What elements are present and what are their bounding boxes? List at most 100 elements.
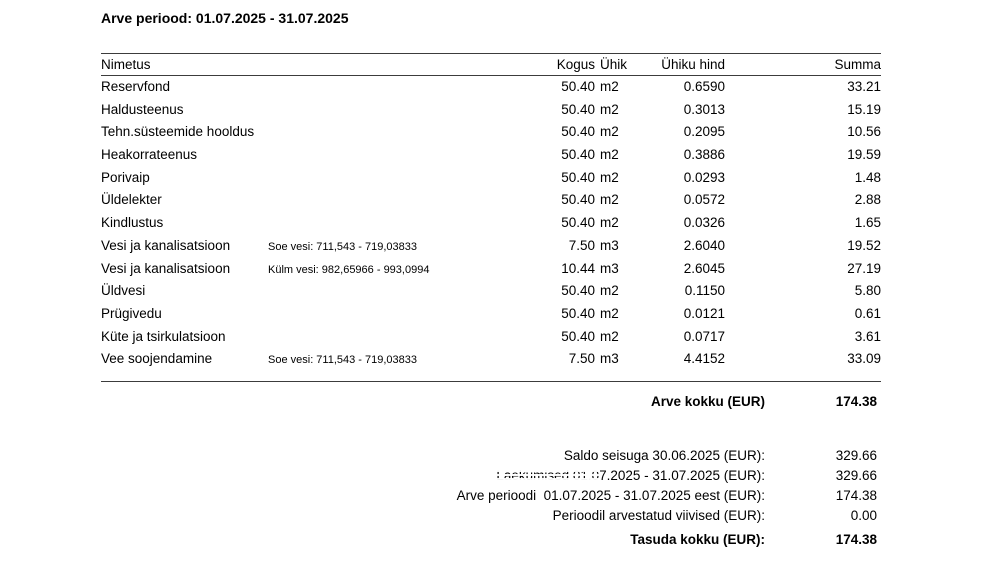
row-name: Vesi ja kanalisatsioon	[101, 260, 231, 276]
row-unit-price: 0.6590	[683, 79, 725, 94]
summary-total-value: 174.38	[835, 531, 877, 547]
row-sum: 15.19	[847, 101, 881, 117]
row-unit-price: 0.3013	[683, 101, 725, 117]
summary-total-row: Tasuda kokku (EUR): 174.38	[101, 529, 881, 550]
summary-row-saldo: Saldo seisuga 30.06.2025 (EUR): 329.66	[101, 446, 881, 466]
row-note: Külm vesi: 982,65966 - 993,0994	[268, 263, 430, 276]
summary-label-glitched-part: Laekumised 01.0	[494, 466, 600, 486]
row-qty: 50.40	[561, 124, 595, 140]
row-sum: 1.48	[854, 169, 881, 185]
row-sum: 33.21	[847, 79, 881, 94]
invoice-total-row: Arve kokku (EUR) 174.38	[101, 394, 881, 410]
summary-row-viivised: Perioodil arvestatud viivised (EUR): 0.0…	[101, 506, 881, 526]
row-qty: 50.40	[561, 215, 595, 231]
row-qty: 50.40	[561, 147, 595, 163]
row-unit-price: 0.0326	[683, 215, 725, 231]
row-name: Haldusteenus	[101, 101, 184, 117]
row-note: Soe vesi: 711,543 - 719,03833	[268, 240, 418, 253]
table-row: Üldelekter 50.40 m2 0.0572 2.88	[101, 189, 881, 212]
column-header-uhik: Ühik	[600, 57, 628, 72]
row-qty: 7.50	[568, 351, 595, 367]
row-unit-price: 0.0572	[683, 192, 725, 208]
table-row: Heakorrateenus 50.40 m2 0.3886 19.59	[101, 144, 881, 167]
row-name: Üldvesi	[101, 283, 146, 299]
invoice-table: Nimetus Kogus Ühik Ühiku hind Summa Rese…	[101, 53, 881, 410]
table-row: Vesi ja kanalisatsioon Soe vesi: 711,543…	[101, 235, 881, 258]
summary-label-rest: 7.2025 - 31.07.2025 (EUR):	[599, 467, 765, 483]
row-name: Vee soojendamine	[101, 351, 213, 367]
row-name: Prügivedu	[101, 305, 162, 321]
row-name: Kindlustus	[101, 215, 164, 231]
row-name: Heakorrateenus	[101, 147, 198, 163]
row-qty: 7.50	[568, 237, 595, 253]
column-header-summa: Summa	[834, 57, 881, 72]
row-qty: 50.40	[561, 192, 595, 208]
row-unit-price: 4.4152	[683, 351, 725, 367]
summary-label: Saldo seisuga 30.06.2025 (EUR):	[563, 447, 765, 463]
summary-value: 0.00	[850, 507, 877, 523]
row-unit: m3	[600, 351, 619, 367]
row-sum: 19.52	[847, 237, 881, 253]
row-unit-price: 0.0121	[683, 305, 725, 321]
column-header-kogus: Kogus	[556, 57, 595, 72]
row-qty: 50.40	[561, 305, 595, 321]
table-row: Kindlustus 50.40 m2 0.0326 1.65	[101, 212, 881, 235]
row-unit-price: 0.0293	[683, 169, 725, 185]
row-unit: m3	[600, 237, 619, 253]
row-unit: m2	[600, 79, 619, 94]
table-bottom-rule	[101, 380, 881, 382]
row-qty: 50.40	[561, 101, 595, 117]
row-unit: m2	[600, 305, 619, 321]
table-header-row: Nimetus Kogus Ühik Ühiku hind Summa	[101, 53, 881, 76]
summary-row-arve-perioodi: Arve perioodi 01.07.2025 - 31.07.2025 ee…	[101, 486, 881, 506]
row-unit: m2	[600, 124, 619, 140]
summary-value: 329.66	[835, 447, 877, 463]
row-unit: m3	[600, 260, 619, 276]
column-header-nimetus: Nimetus	[101, 57, 151, 72]
row-sum: 2.88	[854, 192, 881, 208]
row-name: Küte ja tsirkulatsioon	[101, 328, 226, 344]
table-row: Vee soojendamine Soe vesi: 711,543 - 719…	[101, 348, 881, 371]
row-sum: 1.65	[854, 215, 881, 231]
row-sum: 27.19	[847, 260, 881, 276]
invoice-period-title: Arve periood: 01.07.2025 - 31.07.2025	[101, 10, 349, 26]
row-qty: 50.40	[561, 283, 595, 299]
row-name: Porivaip	[101, 169, 150, 185]
table-row: Küte ja tsirkulatsioon 50.40 m2 0.0717 3…	[101, 326, 881, 349]
column-header-uhiku-hind: Ühiku hind	[661, 57, 725, 72]
row-sum: 33.09	[847, 351, 881, 367]
summary-value: 329.66	[835, 467, 877, 483]
table-row: Vesi ja kanalisatsioon Külm vesi: 982,65…	[101, 258, 881, 281]
row-unit-price: 0.3886	[683, 147, 725, 163]
row-name: Reservfond	[101, 79, 171, 94]
row-unit: m2	[600, 283, 619, 299]
row-unit-price: 2.6045	[683, 260, 725, 276]
row-name: Üldelekter	[101, 192, 162, 208]
table-row: Üldvesi 50.40 m2 0.1150 5.80	[101, 280, 881, 303]
row-qty: 50.40	[561, 328, 595, 344]
row-name: Vesi ja kanalisatsioon	[101, 237, 231, 253]
summary-row-laekumised: Laekumised 01.0 7.2025 - 31.07.2025 (EUR)…	[101, 466, 881, 486]
payment-summary: Saldo seisuga 30.06.2025 (EUR): 329.66 L…	[101, 446, 881, 550]
row-sum: 3.61	[854, 328, 881, 344]
invoice-total-label: Arve kokku (EUR)	[650, 393, 765, 409]
row-note: Soe vesi: 711,543 - 719,03833	[268, 354, 418, 367]
row-unit: m2	[600, 328, 619, 344]
summary-label: Perioodil arvestatud viivised (EUR):	[552, 507, 765, 523]
summary-label: Arve perioodi 01.07.2025 - 31.07.2025 ee…	[456, 487, 765, 503]
table-row: Tehn.süsteemide hooldus 50.40 m2 0.2095 …	[101, 121, 881, 144]
row-unit: m2	[600, 147, 619, 163]
invoice-total-value: 174.38	[835, 393, 877, 409]
row-name: Tehn.süsteemide hooldus	[101, 124, 255, 140]
row-unit: m2	[600, 215, 619, 231]
table-row: Reservfond 50.40 m2 0.6590 33.21	[101, 76, 881, 99]
row-qty: 10.44	[561, 260, 595, 276]
row-sum: 0.61	[854, 305, 881, 321]
row-unit-price: 0.1150	[684, 283, 725, 299]
row-unit-price: 0.0717	[683, 328, 725, 344]
row-qty: 50.40	[561, 169, 595, 185]
row-qty: 50.40	[561, 79, 595, 94]
summary-total-label: Tasuda kokku (EUR):	[630, 531, 765, 547]
row-unit-price: 2.6040	[683, 237, 725, 253]
